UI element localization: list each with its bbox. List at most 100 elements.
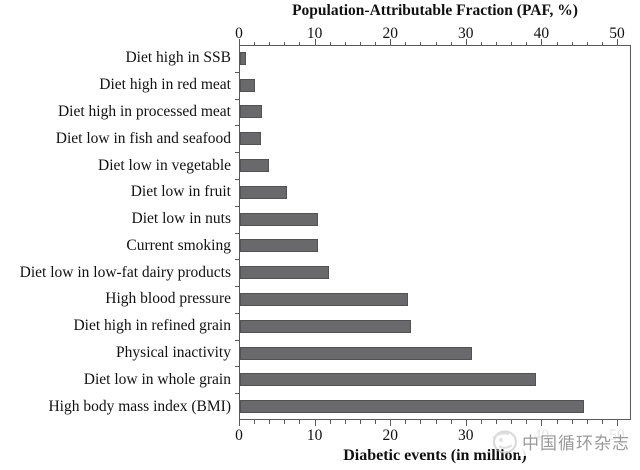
top-tick-mark [254, 41, 256, 45]
bottom-tick-mark [314, 420, 316, 426]
category-boundary-tick [235, 339, 239, 341]
bottom-tick-mark [375, 420, 377, 424]
bottom-tick-mark [617, 420, 618, 426]
top-tick-mark [511, 41, 513, 45]
bottom-tick-label: 10 [306, 427, 323, 444]
category-boundary-tick [235, 393, 239, 395]
top-tick-mark [541, 39, 543, 45]
top-tick-mark [465, 39, 467, 45]
top-tick-label: 20 [382, 25, 398, 42]
top-tick-mark [601, 41, 603, 45]
category-label: Current smoking [126, 236, 231, 254]
top-tick-mark [269, 41, 271, 45]
bottom-tick-mark [435, 420, 437, 424]
bar [240, 400, 584, 414]
category-label: Diet low in vegetable [98, 156, 231, 174]
bottom-tick-mark [511, 420, 513, 424]
bottom-tick-mark [239, 420, 240, 426]
top-tick-mark [526, 41, 528, 45]
plot-area [239, 45, 631, 420]
watermark: 中国循环杂志 [489, 427, 633, 456]
top-tick-mark [556, 41, 558, 45]
bottom-tick-mark [254, 420, 256, 424]
category-boundary-tick [235, 259, 239, 261]
bar [240, 266, 329, 280]
category-boundary-tick [235, 312, 239, 314]
journal-ring-logo-icon [492, 429, 518, 454]
bottom-tick-label: 20 [382, 427, 398, 444]
bottom-tick-mark [541, 420, 543, 426]
top-tick-mark [420, 41, 422, 45]
category-label: Physical inactivity [116, 344, 231, 362]
bottom-tick-mark [269, 420, 271, 424]
bottom-tick-mark [405, 420, 407, 424]
category-label: High body mass index (BMI) [48, 397, 231, 415]
bottom-tick-mark [571, 420, 573, 424]
category-label: Diet low in fruit [130, 183, 231, 201]
bottom-tick-mark [601, 420, 603, 424]
top-tick-mark [571, 41, 573, 45]
bottom-tick-mark [390, 420, 392, 426]
bar [240, 239, 318, 253]
category-label: Diet high in processed meat [57, 102, 231, 120]
bar [240, 78, 255, 92]
bottom-tick-mark [526, 420, 528, 424]
category-label: Diet high in red meat [99, 76, 231, 94]
bottom-tick-mark [496, 420, 498, 424]
bottom-tick-mark [465, 420, 467, 426]
top-tick-mark [496, 41, 498, 45]
bar [240, 51, 246, 65]
top-tick-mark [299, 41, 301, 45]
bottom-tick-mark [480, 420, 482, 424]
bar [240, 346, 472, 360]
bar [240, 185, 288, 199]
category-label: Diet low in nuts [131, 210, 231, 228]
bottom-tick-mark [586, 420, 588, 424]
top-tick-mark [359, 41, 361, 45]
top-tick-mark [284, 41, 286, 45]
bar [240, 373, 537, 387]
top-axis-title: Population-Attributable Fraction (PAF, %… [292, 2, 578, 19]
category-label: Diet low in fish and seafood [55, 129, 231, 147]
top-tick-mark [390, 39, 392, 45]
bottom-tick-mark [556, 420, 558, 424]
top-tick-mark [617, 39, 618, 45]
category-boundary-tick [235, 178, 239, 180]
top-tick-label: 40 [533, 25, 550, 42]
category-label: Diet low in whole grain [83, 370, 231, 388]
bottom-tick-label: 30 [458, 427, 474, 444]
top-tick-mark [480, 41, 482, 45]
watermark-text: 中国循环杂志 [519, 427, 633, 456]
category-boundary-tick [235, 71, 239, 73]
category-boundary-tick [235, 125, 239, 127]
bottom-tick-mark [344, 420, 346, 424]
bottom-tick-label: 0 [235, 427, 243, 444]
bottom-tick-mark [450, 420, 452, 424]
category-label: Diet high in SSB [125, 49, 231, 67]
category-boundary-tick [235, 205, 239, 207]
top-tick-label: 30 [458, 25, 474, 42]
top-tick-mark [435, 41, 437, 45]
category-label: Diet high in refined grain [73, 317, 231, 335]
bar [240, 319, 412, 333]
bar [240, 105, 263, 119]
bottom-tick-mark [420, 420, 422, 424]
bottom-axis-title: Diabetic events (in million) [343, 447, 527, 464]
bar [240, 292, 409, 306]
top-tick-mark [329, 41, 331, 45]
bottom-tick-mark [329, 420, 331, 424]
category-boundary-tick [235, 366, 239, 368]
top-tick-label: 10 [306, 25, 323, 42]
category-boundary-tick [235, 152, 239, 154]
top-tick-mark [239, 39, 240, 45]
top-tick-mark [450, 41, 452, 45]
top-tick-mark [586, 41, 588, 45]
bar [240, 159, 270, 173]
category-boundary-tick [235, 98, 239, 100]
top-tick-mark [375, 41, 377, 45]
top-tick-label: 0 [235, 25, 243, 42]
top-tick-label: 50 [609, 25, 625, 42]
top-tick-mark [405, 41, 407, 45]
bottom-tick-mark [359, 420, 361, 424]
